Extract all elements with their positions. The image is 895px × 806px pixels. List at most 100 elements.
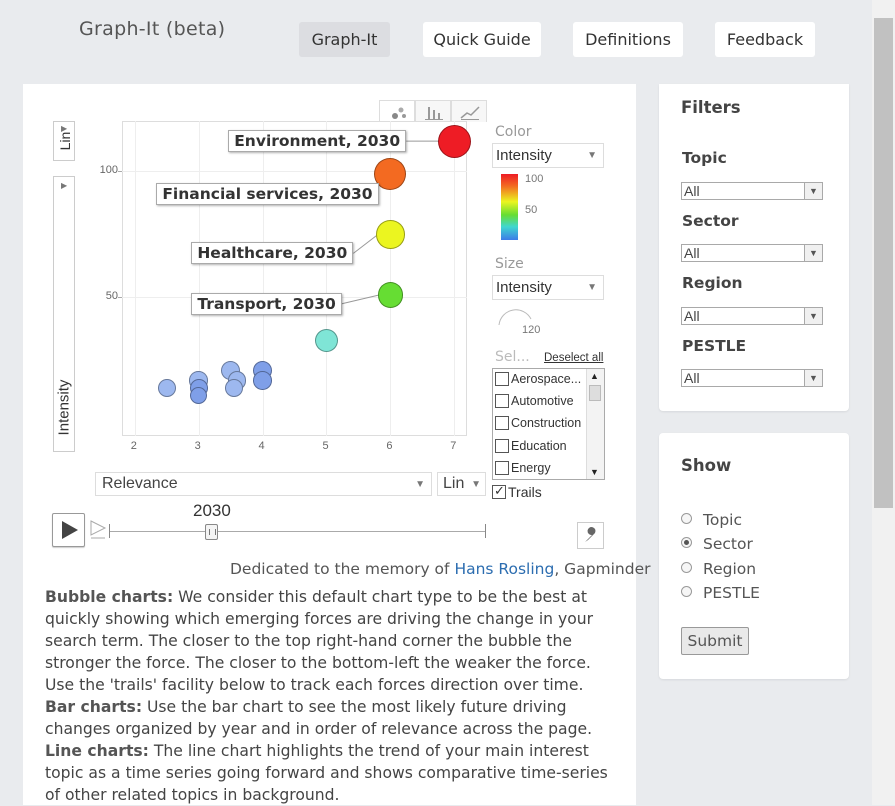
x-gridline — [198, 121, 200, 436]
labeled-bubble[interactable] — [377, 282, 404, 308]
scroll-up-icon[interactable]: ▲ — [590, 371, 599, 381]
top-header: Graph-It (beta) Graph-It Quick Guide Def… — [0, 0, 872, 84]
radio[interactable] — [681, 562, 692, 573]
submit-button[interactable]: Submit — [681, 627, 749, 655]
region-filter-label: Region — [682, 274, 743, 292]
list-scrollbar[interactable]: ▲ ▼ — [586, 369, 604, 479]
topic-filter-select[interactable]: All ▼ — [681, 182, 823, 200]
show-option-region[interactable]: Region — [681, 560, 756, 578]
color-scale-bar — [501, 174, 518, 240]
checkbox[interactable] — [495, 415, 509, 430]
list-item[interactable]: Aerospace... — [495, 371, 581, 387]
x-gridline — [262, 121, 264, 436]
y-tick-label: 50 — [105, 290, 118, 303]
size-legend-value: 120 — [522, 324, 541, 336]
data-bubble[interactable] — [224, 379, 243, 398]
timeline-year-label: 2030 — [193, 501, 231, 520]
x-axis-select[interactable]: Relevance ▼ — [95, 472, 432, 496]
labeled-bubble[interactable] — [374, 158, 407, 190]
nav-graph-it[interactable]: Graph-It — [299, 22, 390, 57]
checkbox[interactable] — [495, 371, 509, 386]
x-scale-select[interactable]: Lin ▼ — [437, 472, 486, 496]
timeline-handle[interactable] — [205, 524, 218, 540]
x-tick-label: 3 — [194, 440, 201, 452]
nav-definitions[interactable]: Definitions — [573, 22, 683, 57]
caret-down-icon: ▼ — [804, 245, 822, 261]
nav-quick-guide[interactable]: Quick Guide — [423, 22, 541, 57]
bubble-plot-area[interactable] — [122, 121, 467, 436]
radio-selected[interactable] — [681, 537, 692, 548]
color-label: Color — [495, 124, 532, 140]
list-item[interactable]: Education — [495, 438, 567, 454]
show-option-pestle[interactable]: PESTLE — [681, 584, 760, 602]
data-bubble[interactable] — [314, 328, 339, 352]
main-panel: Lin ▶ ▶ Intensity 2 3 4 5 6 7 100 50 Environmen… — [23, 84, 651, 806]
bubble-label[interactable]: Environment, 2030 — [228, 130, 407, 153]
play-icon — [62, 521, 78, 539]
select-label: Sel... — [495, 349, 530, 365]
size-legend-icon — [498, 309, 532, 326]
y-axis-title: Intensity — [55, 379, 73, 436]
wrench-icon — [585, 527, 596, 542]
list-scroll-thumb[interactable] — [589, 385, 601, 401]
timeline-start-tick — [109, 524, 110, 538]
radio[interactable] — [681, 513, 692, 524]
size-select[interactable]: Intensity ▼ — [492, 275, 604, 300]
dedication-caption: Dedicated to the memory of Hans Rosling,… — [230, 560, 651, 578]
hans-rosling-link[interactable]: Hans Rosling — [454, 560, 555, 578]
filters-title: Filters — [681, 98, 741, 117]
list-item[interactable]: Energy — [495, 460, 551, 476]
y-tick-mark — [118, 171, 122, 173]
color-select[interactable]: Intensity ▼ — [492, 143, 604, 168]
y-scale-select[interactable]: Lin ▶ — [53, 121, 75, 161]
sector-filter-label: Sector — [682, 212, 739, 230]
region-filter-select[interactable]: All ▼ — [681, 307, 823, 325]
show-option-topic[interactable]: Topic — [681, 511, 742, 529]
x-tick-label: 6 — [386, 440, 393, 452]
x-gridline — [454, 121, 456, 436]
description-text: Bubble charts: We consider this default … — [45, 586, 615, 806]
bubble-label[interactable]: Financial services, 2030 — [156, 182, 379, 205]
trails-toggle[interactable]: ✓ Trails — [492, 483, 542, 500]
y-axis-select[interactable]: ▶ Intensity — [53, 176, 75, 452]
timeline-track[interactable] — [109, 531, 486, 532]
caret-down-icon: ▼ — [471, 479, 481, 490]
x-tick-label: 2 — [130, 440, 137, 452]
data-bubble[interactable] — [157, 379, 176, 398]
entity-list[interactable]: Aerospace... Automotive Construction Edu… — [492, 368, 605, 480]
list-item[interactable]: Construction — [495, 415, 581, 431]
data-bubble[interactable] — [253, 371, 272, 390]
bar-chart-tab[interactable] — [415, 100, 451, 122]
checkbox[interactable] — [495, 438, 509, 453]
x-gridline — [326, 121, 328, 436]
topic-filter-label: Topic — [682, 149, 727, 167]
sector-filter-select[interactable]: All ▼ — [681, 244, 823, 262]
caret-down-icon: ▼ — [587, 282, 597, 293]
labeled-bubble[interactable] — [376, 220, 405, 249]
bubble-label[interactable]: Healthcare, 2030 — [191, 242, 354, 265]
page-scroll-thumb[interactable] — [874, 18, 893, 508]
data-bubble[interactable] — [190, 387, 208, 405]
checkbox[interactable] — [495, 460, 509, 475]
play-button[interactable] — [52, 513, 85, 547]
radio[interactable] — [681, 586, 692, 597]
bar-charts-description: Bar charts: Use the bar chart to see the… — [45, 698, 593, 738]
x-tick-label: 4 — [258, 440, 265, 452]
size-select-value: Intensity — [496, 279, 552, 296]
settings-button[interactable] — [577, 522, 604, 549]
bubble-label[interactable]: Transport, 2030 — [191, 292, 342, 315]
nav-feedback[interactable]: Feedback — [715, 22, 815, 57]
app-title: Graph-It (beta) — [79, 18, 226, 40]
bubble-chart-tab[interactable] — [379, 100, 415, 122]
pestle-filter-select[interactable]: All ▼ — [681, 369, 823, 387]
checkbox[interactable] — [495, 393, 509, 408]
playback-speed-handle[interactable] — [89, 519, 107, 539]
caret-down-icon: ▼ — [804, 370, 822, 386]
show-option-sector[interactable]: Sector — [681, 535, 753, 553]
deselect-all-link[interactable]: Deselect all — [544, 352, 604, 364]
line-chart-tab[interactable] — [451, 100, 487, 122]
list-item[interactable]: Automotive — [495, 393, 574, 409]
trails-checkbox[interactable]: ✓ — [492, 483, 506, 500]
scroll-down-icon[interactable]: ▼ — [590, 467, 599, 477]
labeled-bubble[interactable] — [437, 124, 471, 158]
